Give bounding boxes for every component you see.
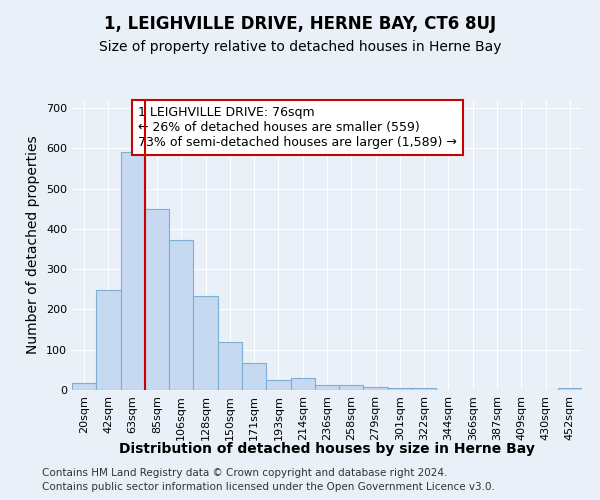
Bar <box>145 209 169 390</box>
Bar <box>290 378 315 390</box>
Bar <box>72 383 96 390</box>
Bar <box>364 387 388 390</box>
Bar <box>558 388 582 390</box>
Text: Contains public sector information licensed under the Open Government Licence v3: Contains public sector information licen… <box>42 482 495 492</box>
Bar <box>266 380 290 390</box>
Text: Distribution of detached houses by size in Herne Bay: Distribution of detached houses by size … <box>119 442 535 456</box>
Text: Size of property relative to detached houses in Herne Bay: Size of property relative to detached ho… <box>99 40 501 54</box>
Bar <box>121 152 145 390</box>
Bar <box>193 296 218 390</box>
Bar <box>96 290 121 390</box>
Bar <box>218 342 242 390</box>
Bar <box>315 385 339 390</box>
Y-axis label: Number of detached properties: Number of detached properties <box>26 136 40 354</box>
Bar <box>412 388 436 390</box>
Bar <box>388 388 412 390</box>
Text: 1, LEIGHVILLE DRIVE, HERNE BAY, CT6 8UJ: 1, LEIGHVILLE DRIVE, HERNE BAY, CT6 8UJ <box>104 15 496 33</box>
Text: 1 LEIGHVILLE DRIVE: 76sqm
← 26% of detached houses are smaller (559)
73% of semi: 1 LEIGHVILLE DRIVE: 76sqm ← 26% of detac… <box>139 106 457 149</box>
Bar <box>169 240 193 390</box>
Bar <box>242 363 266 390</box>
Text: Contains HM Land Registry data © Crown copyright and database right 2024.: Contains HM Land Registry data © Crown c… <box>42 468 448 477</box>
Bar <box>339 385 364 390</box>
